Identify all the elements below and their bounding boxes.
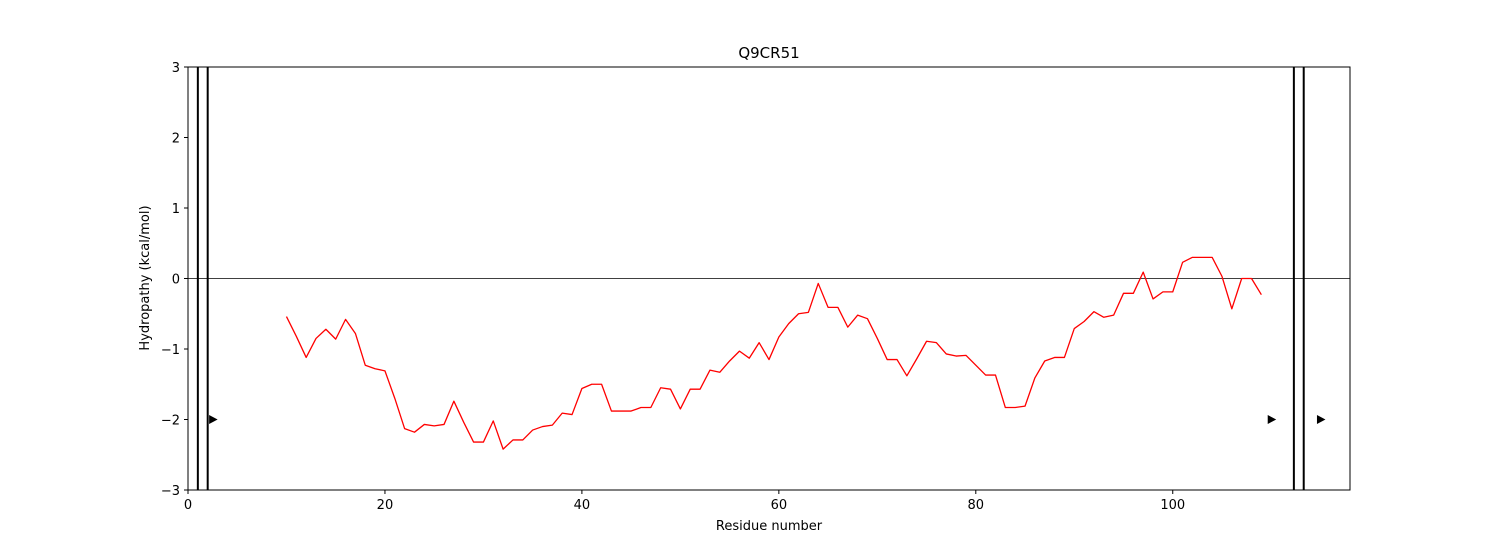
x-tick-label-80: 80 [968,498,985,513]
marker-triangle-3 [1316,415,1326,424]
y-tick-label-2: 2 [172,132,180,147]
y-axis-label: Hydropathy (kcal/mol) [138,205,153,350]
plot-area: 0 20 40 60 80 100 −3 −2 −1 0 1 2 3 [161,61,1351,513]
y-tick-label-3: 3 [172,61,180,76]
y-tick-label--2: −2 [161,414,180,429]
x-tick-label-100: 100 [1160,498,1185,513]
y-tick-label-0: 0 [172,273,180,288]
x-tick-label-0: 0 [184,498,192,513]
y-tick-label--1: −1 [161,343,180,358]
x-tick-label-20: 20 [377,498,394,513]
marker-triangle-1 [209,415,218,424]
y-tick-label-1: 1 [172,202,180,217]
y-tick-label--3: −3 [161,484,180,499]
marker-triangle-2 [1267,415,1277,424]
x-tick-label-60: 60 [771,498,788,513]
series-line-hydropathy [285,256,1262,450]
x-tick-label-40: 40 [574,498,591,513]
chart-title: Q9CR51 [738,44,799,62]
x-axis-label: Residue number [716,519,823,534]
